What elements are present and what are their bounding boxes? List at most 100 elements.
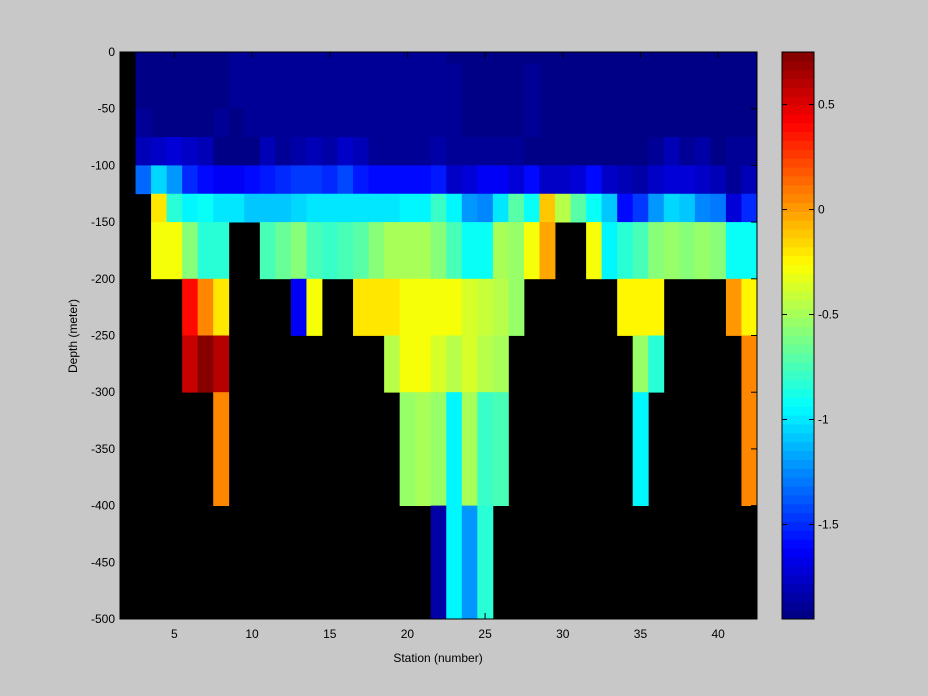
heatmap-cell xyxy=(539,222,556,280)
heatmap-cell xyxy=(399,108,416,138)
heatmap-cell xyxy=(710,63,727,110)
heatmap-cell xyxy=(539,52,556,64)
heatmap-cell xyxy=(197,193,214,223)
heatmap-cell xyxy=(586,165,603,195)
heatmap-cell xyxy=(741,335,758,393)
heatmap-cell xyxy=(430,222,447,280)
heatmap-cell xyxy=(399,63,416,110)
heatmap-cell xyxy=(710,193,727,223)
heatmap-cell xyxy=(321,108,338,138)
colorbar-frame xyxy=(781,51,815,620)
x-tick-label: 15 xyxy=(323,627,337,641)
heatmap-cell xyxy=(353,222,369,280)
heatmap-cell xyxy=(228,108,245,138)
heatmap-cell xyxy=(213,392,230,506)
heatmap-cell xyxy=(228,63,245,110)
heatmap-cell xyxy=(648,165,665,195)
heatmap-cell xyxy=(648,52,665,64)
heatmap-cell xyxy=(213,278,230,336)
heatmap-cell xyxy=(337,108,354,138)
heatmap-cell xyxy=(182,165,199,195)
heatmap-cell xyxy=(353,278,369,336)
heatmap-cell xyxy=(399,222,416,280)
heatmap-cell xyxy=(741,137,758,166)
heatmap-cell xyxy=(151,222,168,280)
colorbar-swatch xyxy=(782,300,814,310)
heatmap-cell xyxy=(244,165,261,195)
heatmap-cell xyxy=(151,108,168,138)
colorbar-swatch xyxy=(782,140,814,150)
heatmap-cell xyxy=(182,108,199,138)
heatmap-cell xyxy=(415,193,432,223)
heatmap-cell xyxy=(275,165,292,195)
heatmap-cell xyxy=(321,137,338,166)
heatmap-cell xyxy=(446,278,463,336)
heatmap-cell xyxy=(663,52,680,64)
x-tick-label: 30 xyxy=(556,627,570,641)
heatmap-cell xyxy=(632,137,649,166)
heatmap-cell xyxy=(492,335,509,393)
heatmap-cell xyxy=(384,63,401,110)
heatmap-cell xyxy=(632,165,649,195)
heatmap-cell xyxy=(290,108,307,138)
heatmap-cell xyxy=(446,193,463,223)
colorbar-swatch xyxy=(782,432,814,443)
heatmap-cell xyxy=(259,222,276,280)
heatmap-cell xyxy=(523,222,540,280)
heatmap-cell xyxy=(182,222,199,280)
heatmap-cell xyxy=(710,108,727,138)
heatmap-cell xyxy=(166,193,183,223)
heatmap-cell xyxy=(710,137,727,166)
colorbar-swatch xyxy=(782,246,814,257)
heatmap-cell xyxy=(492,165,509,195)
heatmap-cell xyxy=(384,165,401,195)
heatmap-cell xyxy=(601,63,618,110)
heatmap-plot: 5 10 15 20 25 30 35 40 0 -50 -100 -150 -200 -250 -300… xyxy=(66,45,758,665)
heatmap-cell xyxy=(523,63,540,110)
heatmap-cell xyxy=(555,63,571,110)
heatmap-cell xyxy=(275,193,292,223)
heatmap-cell xyxy=(430,193,447,223)
heatmap-cell xyxy=(384,222,401,280)
heatmap-cell xyxy=(151,63,168,110)
colorbar-swatch xyxy=(782,592,814,602)
heatmap-cell xyxy=(632,222,649,280)
y-tick-label: -450 xyxy=(91,555,115,569)
heatmap-cell xyxy=(679,193,696,223)
heatmap-cell xyxy=(151,165,168,195)
heatmap-cell xyxy=(135,52,152,64)
heatmap-cell xyxy=(586,108,603,138)
colorbar-swatch xyxy=(782,335,814,345)
heatmap-cell xyxy=(384,335,401,393)
heatmap-cell xyxy=(477,165,494,195)
heatmap-cell xyxy=(415,63,432,110)
heatmap-cell xyxy=(399,165,416,195)
colorbar-swatch xyxy=(782,424,814,434)
heatmap-cell xyxy=(244,63,261,110)
heatmap-cell xyxy=(679,108,696,138)
heatmap-cell xyxy=(415,392,432,506)
heatmap-cell xyxy=(694,137,711,166)
heatmap-cell xyxy=(306,108,323,138)
heatmap-cell xyxy=(259,137,276,166)
heatmap-cell xyxy=(337,193,354,223)
heatmap-cell xyxy=(244,193,261,223)
heatmap-cell xyxy=(182,278,199,336)
colorbar-swatch xyxy=(782,193,814,204)
colorbar-swatch xyxy=(782,397,814,407)
heatmap-cell xyxy=(446,108,463,138)
heatmap-cell xyxy=(197,278,214,336)
colorbar-swatch xyxy=(782,362,814,372)
heatmap-cell xyxy=(384,108,401,138)
heatmap-cell xyxy=(337,63,354,110)
heatmap-cell xyxy=(570,52,587,64)
heatmap-cell xyxy=(617,193,634,223)
heatmap-cell xyxy=(244,137,261,166)
heatmap-cell xyxy=(741,222,758,280)
colorbar-swatch xyxy=(782,486,814,496)
heatmap-cell xyxy=(523,165,540,195)
heatmap-cell xyxy=(415,165,432,195)
heatmap-cell xyxy=(446,63,463,110)
colorbar-swatch xyxy=(782,459,814,469)
heatmap-cell xyxy=(694,52,711,64)
